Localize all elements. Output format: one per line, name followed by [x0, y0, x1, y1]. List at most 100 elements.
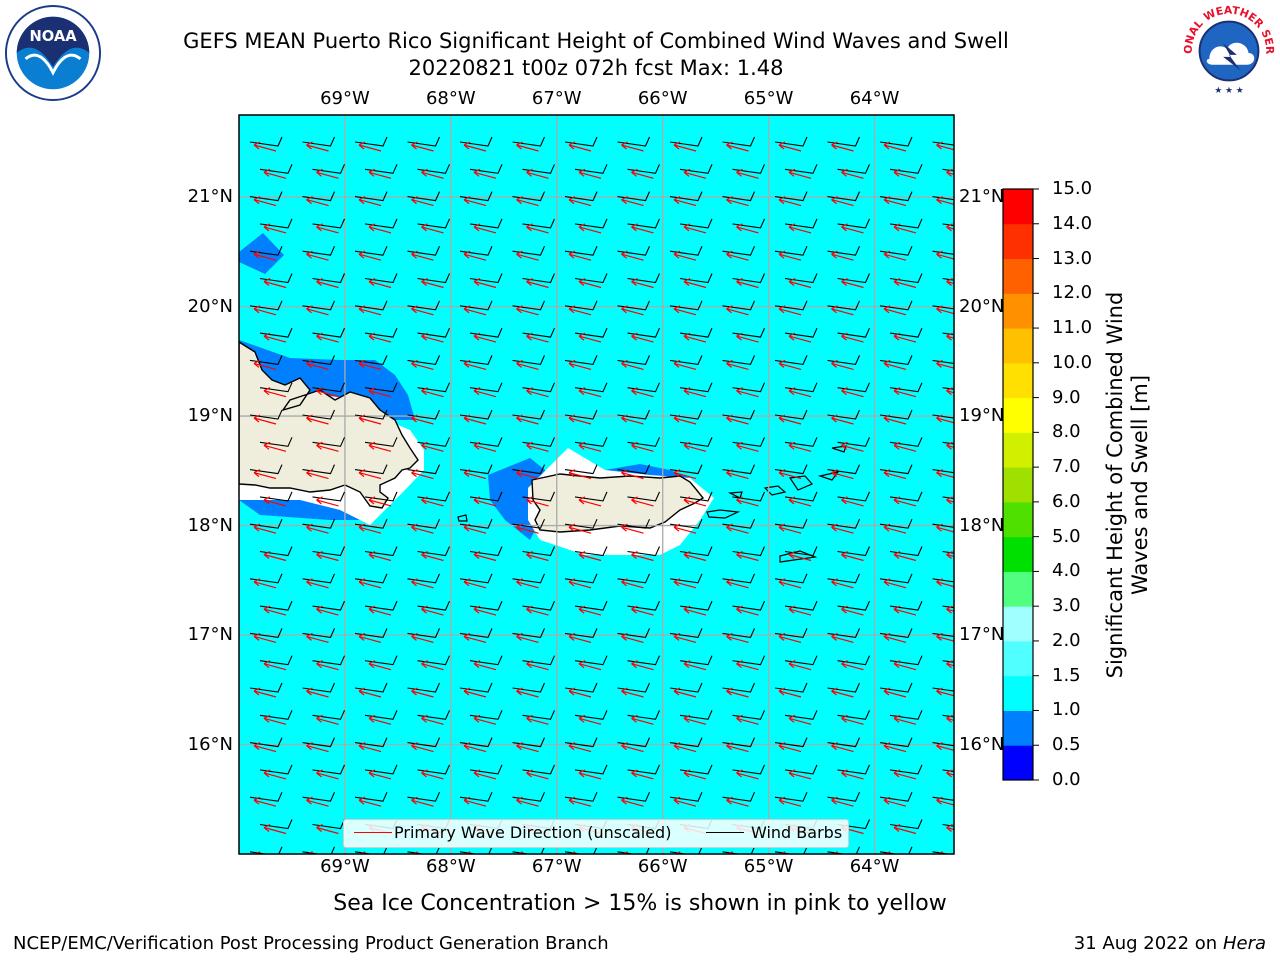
wave-direction-arrow: [778, 359, 802, 370]
wind-barb: [354, 846, 388, 854]
footer-date-text: 31 Aug 2022 on: [1073, 933, 1218, 954]
footer-date: 31 Aug 2022 on Hera: [1074, 933, 1266, 954]
wave-direction-arrow: [778, 196, 802, 207]
wind-barb: [932, 305, 954, 310]
legend-swatch-wave-direction: [354, 832, 392, 833]
wind-barb: [932, 141, 954, 146]
wind-barb: [417, 546, 451, 557]
wind-barb: [774, 464, 808, 475]
wind-barb: [574, 327, 608, 338]
wave-direction-arrow: [726, 250, 749, 261]
wind-barb: [942, 496, 954, 500]
wave-direction-arrow: [831, 414, 854, 425]
wind-barb: [669, 846, 703, 854]
wind-barb: [627, 164, 661, 174]
wave-direction-arrow: [473, 387, 497, 398]
wind-barb: [879, 628, 913, 639]
wave-direction-arrow: [631, 168, 654, 179]
wave-direction-arrow: [831, 742, 854, 753]
wind-barb: [574, 218, 608, 229]
wave-direction-arrow: [883, 796, 907, 807]
wave-direction-arrow: [316, 550, 339, 562]
wind-barb: [774, 518, 808, 529]
wind-barb: [512, 300, 546, 311]
wave-direction-arrow: [253, 469, 277, 480]
wave-direction-arrow: [316, 769, 339, 780]
wave-direction-arrow: [673, 523, 697, 534]
wave-direction-arrow: [316, 387, 339, 398]
wind-barb: [259, 273, 293, 284]
wave-direction-arrow: [516, 687, 539, 698]
wave-direction-arrow: [306, 469, 329, 480]
wind-barb: [459, 464, 493, 475]
wave-direction-arrow: [936, 141, 954, 151]
wind-barb: [564, 791, 598, 802]
colorbar-tick-label: 11.0: [1052, 317, 1093, 339]
wave-direction-arrow: [841, 660, 864, 671]
wind-barb: [732, 327, 766, 338]
wave-direction-arrow: [726, 632, 749, 643]
wind-barb: [354, 737, 388, 748]
wave-direction-arrow: [936, 742, 954, 751]
wave-direction-arrow: [421, 605, 444, 616]
wave-direction-arrow: [368, 550, 392, 562]
wave-direction-arrow: [526, 714, 549, 725]
wind-barb: [732, 710, 766, 720]
wave-direction-arrow: [253, 523, 277, 534]
wave-direction-arrow: [778, 305, 802, 316]
wind-barb: [827, 846, 861, 854]
axis-tick-label: 21°N: [187, 186, 233, 208]
wave-direction-arrow: [473, 605, 497, 616]
wave-direction-arrow: [263, 387, 287, 398]
wind-barb: [312, 164, 346, 174]
axis-tick-label: 16°N: [959, 733, 1005, 755]
wind-barb: [512, 136, 546, 147]
wind-barb: [627, 382, 661, 393]
wind-barb: [312, 327, 346, 338]
wind-barb: [722, 846, 756, 854]
wind-barb: [669, 682, 703, 693]
wave-direction-arrow: [788, 332, 812, 343]
wave-direction-arrow: [631, 605, 654, 616]
wind-barb: [617, 573, 651, 584]
wave-direction-arrow: [683, 496, 707, 507]
wave-direction-arrow: [789, 879, 811, 888]
wave-direction-arrow: [883, 359, 907, 370]
wind-barb: [522, 546, 556, 557]
colorbar-tick-label: 12.0: [1052, 282, 1093, 304]
wind-barb: [774, 191, 808, 202]
wind-barb: [574, 491, 608, 502]
wave-direction-arrow: [841, 605, 864, 616]
wave-direction-arrow: [726, 305, 749, 316]
wave-direction-arrow: [946, 332, 954, 341]
wind-barb: [459, 573, 493, 584]
wave-direction-arrow: [316, 441, 339, 452]
wind-barb: [354, 628, 388, 639]
colorbar-segment: [1003, 745, 1033, 781]
wind-barb: [364, 218, 398, 229]
wave-direction-arrow: [568, 196, 592, 207]
wave-direction-arrow: [841, 550, 864, 562]
wind-barb: [784, 164, 818, 174]
wave-direction-arrow: [683, 332, 707, 343]
wind-barb: [732, 764, 766, 775]
wave-direction-arrow: [411, 359, 434, 370]
wind-barb: [722, 791, 756, 802]
wind-barb: [259, 710, 293, 720]
wave-direction-arrow: [473, 223, 497, 234]
wind-barb: [932, 414, 954, 419]
wind-barb: [312, 710, 346, 720]
wind-barb: [249, 737, 283, 748]
wind-barb: [407, 409, 441, 420]
wind-barb: [774, 409, 808, 420]
wave-direction-arrow: [883, 414, 907, 425]
axis-tick-label: 68°W: [425, 88, 476, 109]
wave-direction-arrow: [421, 769, 444, 780]
wave-direction-arrow: [726, 469, 749, 480]
wind-barb: [837, 710, 871, 720]
wave-direction-arrow: [526, 550, 549, 562]
wave-direction-arrow: [411, 305, 434, 316]
wind-barb: [627, 710, 661, 720]
wave-direction-arrow: [841, 223, 864, 234]
wind-barb: [932, 196, 954, 201]
